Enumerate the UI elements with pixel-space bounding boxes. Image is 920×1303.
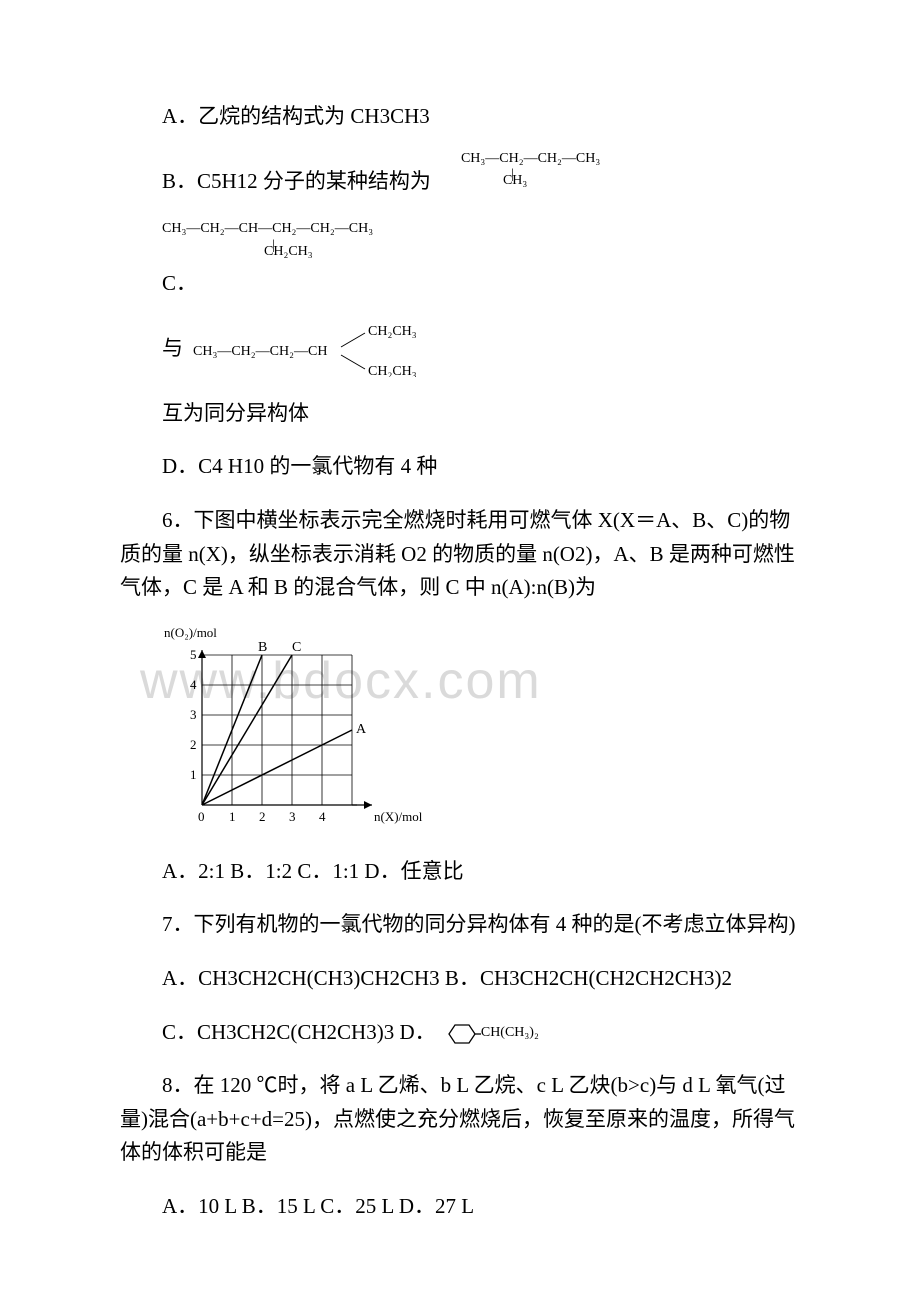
chem-line: CH₃—CH₂—CH₂—CH₃: [461, 148, 600, 170]
option-a: A．乙烷的结构式为 CH3CH3: [120, 100, 800, 134]
ytick: 1: [190, 767, 197, 782]
question-6: 6．下图中横坐标表示完全燃烧时耗用可燃气体 X(X＝A、B、C)的物质的量 n(…: [120, 504, 800, 605]
xtick: 2: [259, 809, 266, 824]
option-c-structure-2: CH₃—CH₂—CH₂—CH CH₂CH₃ CH₂CH₃: [193, 321, 423, 377]
option-d: D．C4 H10 的一氯代物有 4 种: [120, 450, 800, 484]
xtick: 1: [229, 809, 236, 824]
chem-text: CH₃: [503, 173, 527, 188]
question-7-cd: C．CH3CH2C(CH2CH3)3 D． CH(CH₃)₂: [120, 1016, 800, 1050]
and-text: 与: [120, 332, 183, 366]
question-7: 7．下列有机物的一氯代物的同分异构体有 4 种的是(不考虑立体异构): [120, 908, 800, 942]
ytick: 3: [190, 707, 197, 722]
question-8: 8．在 120 ℃时，将 a L 乙烯、b L 乙烷、c L 乙炔(b>c)与 …: [120, 1069, 800, 1170]
ytick: 5: [190, 647, 197, 662]
option-c-structure-1: CH₃—CH₂—CH—CH₂—CH₂—CH₃ | CH₂CH₃: [162, 218, 373, 263]
y-axis-label: n(O₂)/mol: [164, 625, 217, 640]
option-b: B．C5H12 分子的某种结构为 CH₃—CH₂—CH₂—CH₃ | CH₃: [120, 154, 800, 199]
question-6-options: A．2:1 B．1:2 C．1:1 D．任意比: [120, 855, 800, 889]
line-a-label: A: [356, 722, 367, 737]
option-c-tail: 互为同分异构体: [120, 397, 800, 431]
combustion-chart: n(O₂)/mol 1 2 3 4 5: [162, 625, 442, 835]
line-b-label: B: [258, 640, 267, 655]
chem-text: CH₂CH₃: [368, 324, 417, 339]
chem-line: CH₃—CH₂—CH—CH₂—CH₂—CH₃: [162, 218, 373, 240]
option-b-prefix: B．C5H12 分子的某种结构为: [162, 165, 431, 199]
option-c-label: C．: [120, 267, 197, 301]
ytick: 2: [190, 737, 197, 752]
xtick: 3: [289, 809, 296, 824]
chem-text: CH₂CH₃: [368, 364, 417, 377]
chem-line: | CH₃: [461, 170, 600, 192]
branch-svg: CH₃—CH₂—CH₂—CH CH₂CH₃ CH₂CH₃: [193, 321, 423, 377]
hexagon-icon: [441, 1020, 481, 1048]
ytick: 4: [190, 677, 197, 692]
chem-text: CH₃—CH₂—CH₂—CH: [193, 344, 327, 359]
question-8-options: A．10 L B．15 L C．25 L D．27 L: [120, 1190, 800, 1224]
xtick: 0: [198, 809, 205, 824]
x-axis-label: n(X)/mol: [374, 809, 423, 824]
q7-c-text: C．CH3CH2C(CH2CH3)3 D．: [162, 1020, 436, 1044]
chem-line: | CH₂CH₃: [162, 241, 373, 263]
xtick: 4: [319, 809, 326, 824]
page-content: A．乙烷的结构式为 CH3CH3 B．C5H12 分子的某种结构为 CH₃—CH…: [120, 100, 800, 1223]
chart: n(O₂)/mol 1 2 3 4 5: [162, 625, 800, 835]
question-7-ab: A．CH3CH2CH(CH3)CH2CH3 B．CH3CH2CH(CH2CH2C…: [120, 962, 800, 996]
option-c-part2: 与 CH₃—CH₂—CH₂—CH CH₂CH₃ CH₂CH₃: [120, 321, 800, 377]
line-c-label: C: [292, 640, 301, 655]
option-b-structure: CH₃—CH₂—CH₂—CH₃ | CH₃: [461, 148, 600, 193]
q7-d-tail: CH(CH₃)₂: [481, 1022, 539, 1044]
option-c: CH₃—CH₂—CH—CH₂—CH₂—CH₃ | CH₂CH₃ C．: [120, 218, 800, 300]
